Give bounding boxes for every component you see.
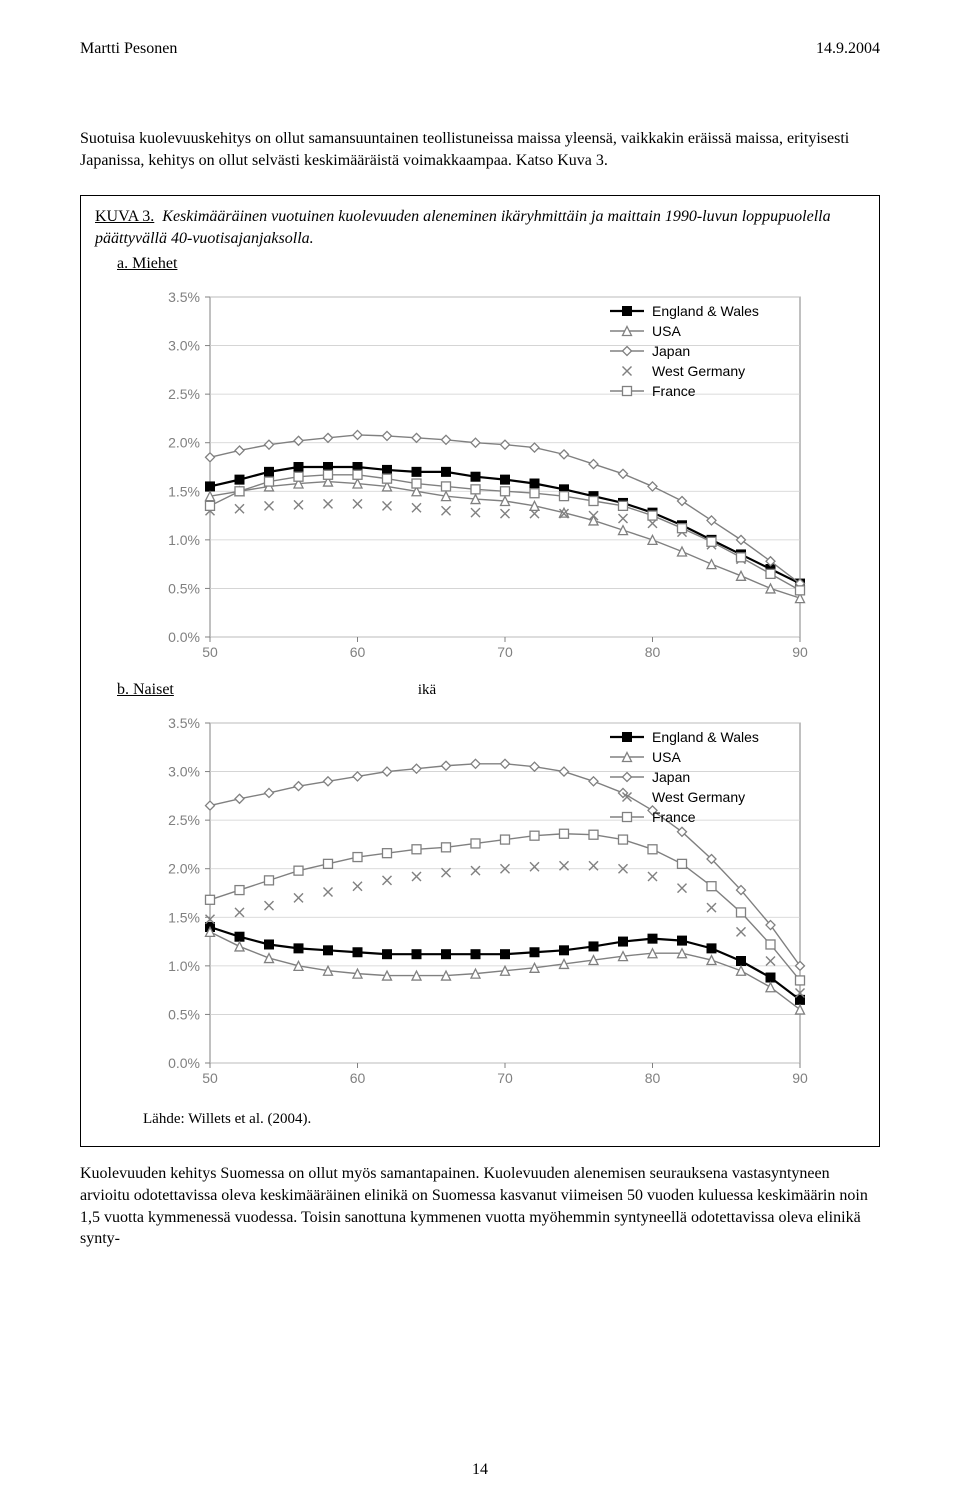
- svg-text:60: 60: [350, 1070, 366, 1086]
- intro-paragraph: Suotuisa kuolevuuskehitys on ollut saman…: [80, 128, 880, 171]
- svg-text:1.0%: 1.0%: [168, 532, 200, 548]
- x-axis-label-a: ikä: [418, 682, 436, 699]
- svg-text:0.5%: 0.5%: [168, 1007, 200, 1023]
- svg-text:50: 50: [202, 644, 218, 660]
- svg-text:0.5%: 0.5%: [168, 581, 200, 597]
- figure-label: KUVA 3.: [95, 208, 154, 225]
- svg-text:3.5%: 3.5%: [168, 289, 200, 305]
- figure-3-box: KUVA 3. Keskimääräinen vuotuinen kuolevu…: [80, 195, 880, 1147]
- svg-text:70: 70: [497, 644, 513, 660]
- svg-text:West Germany: West Germany: [652, 789, 745, 805]
- svg-text:0.0%: 0.0%: [168, 629, 200, 645]
- subtitle-a: a. Miehet: [117, 255, 865, 273]
- svg-text:England & Wales: England & Wales: [652, 303, 759, 319]
- chart-b-svg: 0.0% 0.5% 1.0% 1.5% 2.0% 2.5% 3.0% 3.5% 50 60 70 80…: [140, 701, 820, 1101]
- svg-text:80: 80: [645, 644, 661, 660]
- svg-text:England & Wales: England & Wales: [652, 729, 759, 745]
- svg-text:USA: USA: [652, 323, 681, 339]
- svg-text:2.5%: 2.5%: [168, 387, 200, 403]
- svg-text:2.0%: 2.0%: [168, 435, 200, 451]
- svg-text:3.0%: 3.0%: [168, 764, 200, 780]
- svg-text:France: France: [652, 383, 696, 399]
- chart-b: 0.0% 0.5% 1.0% 1.5% 2.0% 2.5% 3.0% 3.5% 50 60 70 80…: [95, 701, 865, 1101]
- svg-text:60: 60: [350, 644, 366, 660]
- svg-text:2.5%: 2.5%: [168, 813, 200, 829]
- header-date: 14.9.2004: [816, 40, 880, 58]
- header-author: Martti Pesonen: [80, 40, 177, 58]
- svg-text:USA: USA: [652, 749, 681, 765]
- svg-text:Japan: Japan: [652, 769, 690, 785]
- svg-text:0.0%: 0.0%: [168, 1055, 200, 1071]
- closing-paragraph: Kuolevuuden kehitys Suomessa on ollut my…: [80, 1163, 880, 1249]
- svg-text:50: 50: [202, 1070, 218, 1086]
- figure-source: Lähde: Willets et al. (2004).: [143, 1111, 865, 1128]
- svg-text:90: 90: [792, 644, 808, 660]
- svg-text:2.0%: 2.0%: [168, 861, 200, 877]
- page-number: 14: [0, 1461, 960, 1479]
- subtitle-b: b. Naiset: [117, 681, 174, 699]
- svg-text:3.0%: 3.0%: [168, 338, 200, 354]
- svg-text:France: France: [652, 809, 696, 825]
- svg-text:West Germany: West Germany: [652, 363, 745, 379]
- chart-a: 0.0% 0.5% 1.0% 1.5% 2.0% 2.5% 3.0% 3.5% 50 60 70 80…: [95, 275, 865, 675]
- svg-text:1.0%: 1.0%: [168, 958, 200, 974]
- svg-text:90: 90: [792, 1070, 808, 1086]
- svg-text:3.5%: 3.5%: [168, 715, 200, 731]
- svg-text:Japan: Japan: [652, 343, 690, 359]
- chart-a-svg: 0.0% 0.5% 1.0% 1.5% 2.0% 2.5% 3.0% 3.5% 50 60 70 80…: [140, 275, 820, 675]
- figure-title: KUVA 3. Keskimääräinen vuotuinen kuolevu…: [95, 206, 865, 249]
- svg-text:1.5%: 1.5%: [168, 910, 200, 926]
- svg-text:70: 70: [497, 1070, 513, 1086]
- svg-text:80: 80: [645, 1070, 661, 1086]
- figure-desc: Keskimääräinen vuotuinen kuolevuuden ale…: [95, 208, 831, 247]
- svg-text:1.5%: 1.5%: [168, 484, 200, 500]
